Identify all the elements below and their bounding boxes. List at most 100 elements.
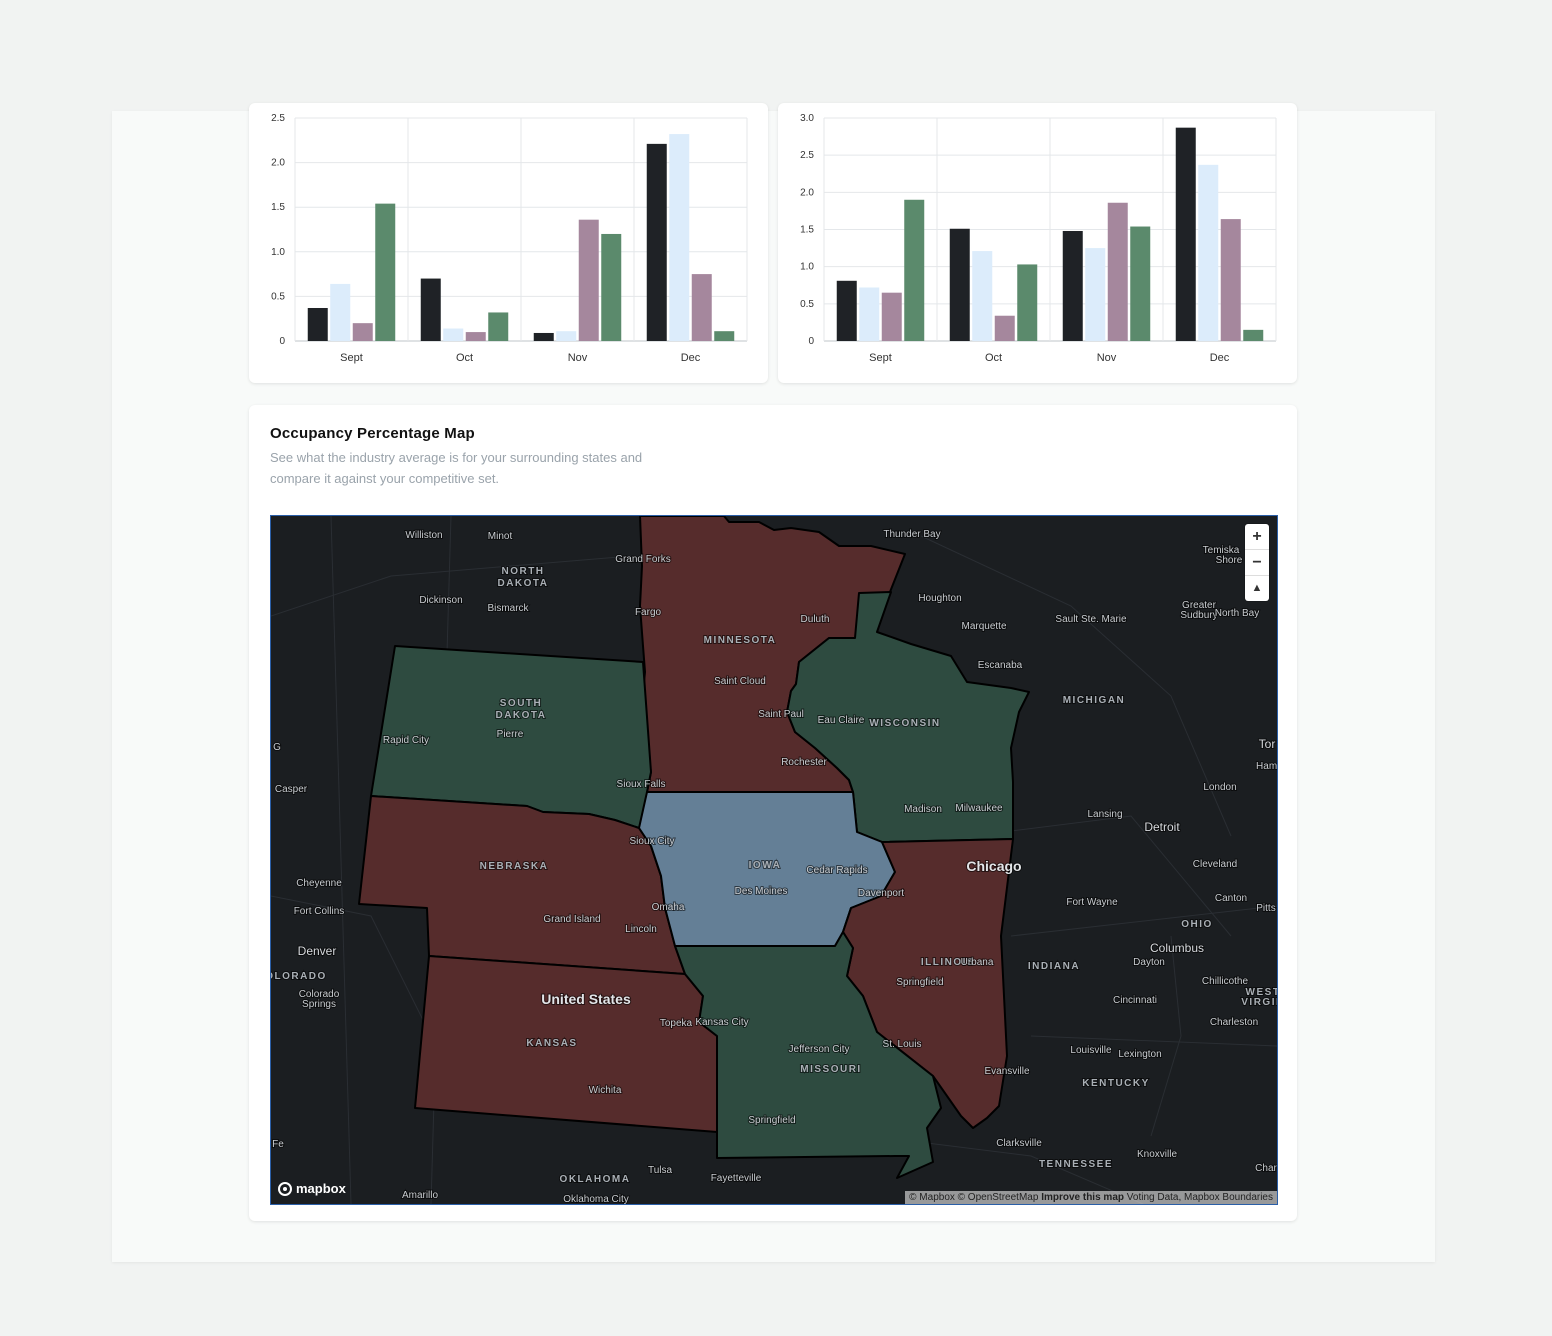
zoom-out-button[interactable]: − bbox=[1245, 550, 1269, 576]
map-label: OLORADO bbox=[271, 971, 327, 982]
map-label: United States bbox=[541, 991, 631, 1007]
mapbox-logo-text: mapbox bbox=[296, 1181, 346, 1196]
map-label: DAKOTA bbox=[495, 710, 546, 721]
bar-oct-series-3[interactable] bbox=[465, 332, 486, 341]
map-label: Rochester bbox=[781, 757, 827, 768]
bar-oct-series-1[interactable] bbox=[420, 278, 441, 341]
map-label: MISSOURI bbox=[800, 1064, 861, 1075]
map-label: North Bay bbox=[1215, 608, 1259, 619]
zoom-in-button[interactable]: + bbox=[1245, 524, 1269, 550]
bar-nov-series-4[interactable] bbox=[1130, 226, 1151, 341]
bar-nov-series-1[interactable] bbox=[533, 332, 554, 341]
map-label: Tor bbox=[1259, 737, 1276, 751]
map-label: Denver bbox=[298, 944, 337, 958]
bar-nov-series-2[interactable] bbox=[556, 331, 577, 341]
x-tick-label: Nov bbox=[1097, 352, 1117, 364]
map-label: ILLINOIS bbox=[921, 957, 975, 968]
map-label: INDIANA bbox=[1028, 961, 1080, 972]
map-label: St. Louis bbox=[883, 1039, 922, 1050]
map-label: DAKOTA bbox=[497, 578, 548, 589]
map-label: Davenport bbox=[858, 888, 904, 899]
map-label: Marquette bbox=[961, 621, 1006, 632]
occupancy-bar-chart-right: 0 0.5 1.0 1.5 2.0 2.5 3.0 Sept Oct Nov Dec bbox=[778, 103, 1297, 383]
map-label: Lincoln bbox=[625, 924, 657, 935]
map-section-description: See what the industry average is for you… bbox=[270, 450, 643, 486]
map-label: NORTH bbox=[501, 566, 544, 577]
bar-dec-series-3[interactable] bbox=[1220, 219, 1241, 341]
map-label: Columbus bbox=[1150, 941, 1204, 955]
bar-sept-series-1[interactable] bbox=[307, 307, 328, 341]
bar-dec-series-2[interactable] bbox=[1198, 164, 1219, 341]
map-label: Colorado bbox=[299, 989, 340, 1000]
compass-button[interactable]: ▲ bbox=[1251, 582, 1263, 594]
map-label: Pitts bbox=[1256, 903, 1275, 914]
map-label: Knoxville bbox=[1137, 1149, 1177, 1160]
mapbox-logo-icon bbox=[278, 1181, 292, 1196]
bar-sept-series-3[interactable] bbox=[881, 292, 902, 341]
map-label: Fargo bbox=[635, 607, 662, 618]
dashboard-panel: 0 0.5 1.0 1.5 2.0 2.5 Sept Oct Nov Dec 0 0.5 1.0 1.5… bbox=[112, 103, 1435, 1262]
y-tick-label: 0 bbox=[808, 336, 814, 347]
x-tick-label: Sept bbox=[340, 352, 363, 364]
bar-sept-series-4[interactable] bbox=[904, 199, 925, 341]
state-regions bbox=[358, 516, 1030, 1179]
bar-nov-series-3[interactable] bbox=[1107, 202, 1128, 341]
map-label: Madison bbox=[904, 804, 942, 815]
map-label: Shore bbox=[1216, 555, 1243, 566]
map-label: Springfield bbox=[896, 977, 943, 988]
map-label: Greater bbox=[1182, 600, 1217, 611]
state-missouri[interactable] bbox=[674, 931, 942, 1179]
map-label: Williston bbox=[405, 530, 442, 541]
map-label: Lansing bbox=[1087, 809, 1122, 820]
y-tick-label: 0 bbox=[279, 336, 285, 347]
bar-nov-series-4[interactable] bbox=[601, 233, 622, 341]
bar-oct-series-3[interactable] bbox=[994, 315, 1015, 341]
map-label: NEBRASKA bbox=[480, 861, 549, 872]
map-label: VIRGIN bbox=[1241, 997, 1277, 1008]
bar-dec-series-4[interactable] bbox=[1243, 329, 1264, 341]
bar-oct-series-4[interactable] bbox=[1017, 264, 1038, 341]
bar-oct-series-1[interactable] bbox=[949, 228, 970, 341]
bar-sept-series-3[interactable] bbox=[352, 323, 373, 341]
attribution-copyright[interactable]: © Mapbox © OpenStreetMap bbox=[909, 1192, 1039, 1203]
occupancy-bar-chart-left: 0 0.5 1.0 1.5 2.0 2.5 Sept Oct Nov Dec bbox=[249, 103, 768, 383]
bar-sept-series-1[interactable] bbox=[836, 280, 857, 341]
bar-nov-series-3[interactable] bbox=[578, 219, 599, 341]
improve-map-link[interactable]: Improve this map bbox=[1041, 1192, 1124, 1203]
bar-chart-left-svg: 0 0.5 1.0 1.5 2.0 2.5 Sept Oct Nov Dec bbox=[271, 113, 748, 364]
y-tick-label: 1.5 bbox=[800, 225, 814, 236]
map-label: Springs bbox=[302, 999, 336, 1010]
map-label: Sault Ste. Marie bbox=[1055, 614, 1127, 625]
x-tick-label: Dec bbox=[1210, 352, 1230, 364]
map-label: Fe bbox=[272, 1139, 284, 1150]
bar-dec-series-2[interactable] bbox=[669, 134, 690, 341]
bar-sept-series-4[interactable] bbox=[375, 203, 396, 341]
map-label: KANSAS bbox=[526, 1038, 577, 1049]
bar-oct-series-2[interactable] bbox=[972, 251, 993, 341]
attribution-extra: Voting Data, Mapbox Boundaries bbox=[1126, 1192, 1273, 1203]
bar-dec-series-3[interactable] bbox=[691, 274, 712, 341]
map-label: Detroit bbox=[1144, 820, 1180, 834]
map-label: WISCONSIN bbox=[869, 718, 940, 729]
occupancy-map[interactable]: Williston Minot Grand Forks NORTH DAKOTA Thun… bbox=[270, 515, 1278, 1205]
map-label: Omaha bbox=[652, 902, 685, 913]
bar-oct-series-2[interactable] bbox=[443, 328, 464, 341]
map-label: Louisville bbox=[1070, 1045, 1112, 1056]
bar-dec-series-1[interactable] bbox=[1175, 127, 1196, 341]
mapbox-logo[interactable]: mapbox bbox=[278, 1181, 346, 1196]
bar-dec-series-4[interactable] bbox=[714, 331, 735, 341]
map-label: Tulsa bbox=[648, 1165, 673, 1176]
bar-oct-series-4[interactable] bbox=[488, 312, 509, 341]
bar-sept-series-2[interactable] bbox=[859, 287, 880, 341]
map-label: Charleston bbox=[1210, 1017, 1258, 1028]
bar-dec-series-1[interactable] bbox=[646, 143, 667, 341]
map-label: Lexington bbox=[1118, 1049, 1161, 1060]
bar-nov-series-2[interactable] bbox=[1085, 248, 1106, 341]
map-label: Saint Paul bbox=[758, 709, 804, 720]
map-label: TENNESSEE bbox=[1039, 1159, 1113, 1170]
bar-sept-series-2[interactable] bbox=[330, 283, 351, 341]
occupancy-map-card: Occupancy Percentage Map See what the in… bbox=[249, 405, 1297, 1221]
bar-nov-series-1[interactable] bbox=[1062, 230, 1083, 341]
